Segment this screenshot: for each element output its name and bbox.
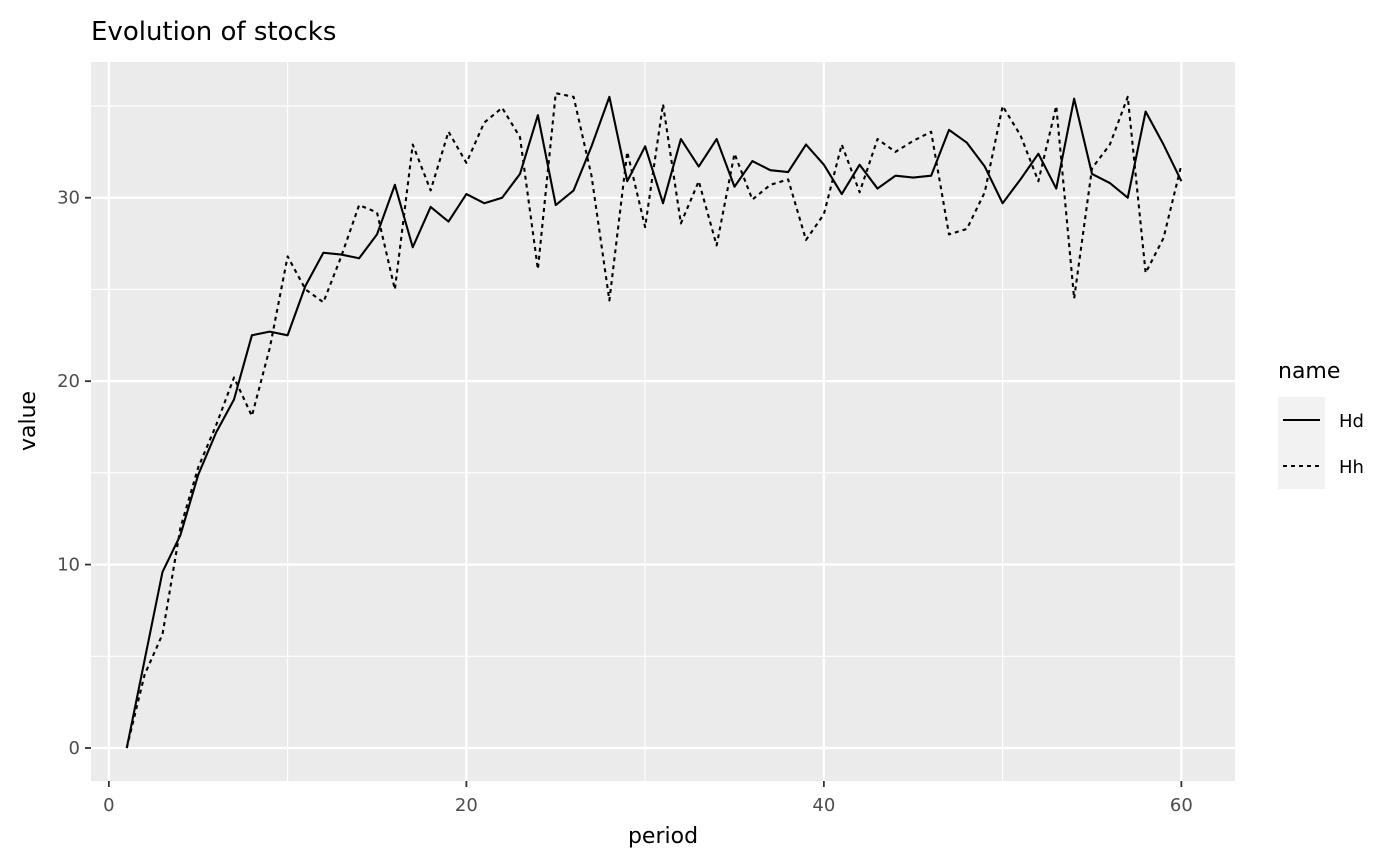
x-axis: 0 20 40 60: [103, 781, 1193, 816]
legend-label-hd: Hd: [1339, 411, 1364, 432]
y-axis: 0 10 20 30: [57, 188, 91, 759]
plot-panel: [91, 62, 1235, 781]
y-tick-label: 10: [57, 555, 80, 576]
y-tick-label: 30: [57, 188, 80, 209]
x-tick-label: 40: [812, 795, 835, 816]
legend: name Hd Hh: [1278, 359, 1364, 489]
x-axis-label: period: [628, 824, 698, 849]
x-tick-label: 0: [103, 795, 114, 816]
legend-key-background: [1278, 397, 1325, 489]
y-axis-label: value: [16, 391, 41, 451]
chart-title: Evolution of stocks: [91, 17, 336, 47]
legend-entries: Hd Hh: [1283, 411, 1364, 478]
series-line-hh: [125, 92, 1183, 749]
series-line-hd: [125, 95, 1183, 749]
y-tick-label: 20: [57, 371, 80, 392]
legend-label-hh: Hh: [1339, 457, 1364, 478]
x-tick-label: 60: [1170, 795, 1193, 816]
grid-major: [91, 62, 1235, 781]
y-tick-label: 0: [69, 738, 80, 759]
series-layer: [125, 92, 1183, 749]
legend-title: name: [1278, 359, 1340, 384]
x-tick-label: 20: [455, 795, 478, 816]
